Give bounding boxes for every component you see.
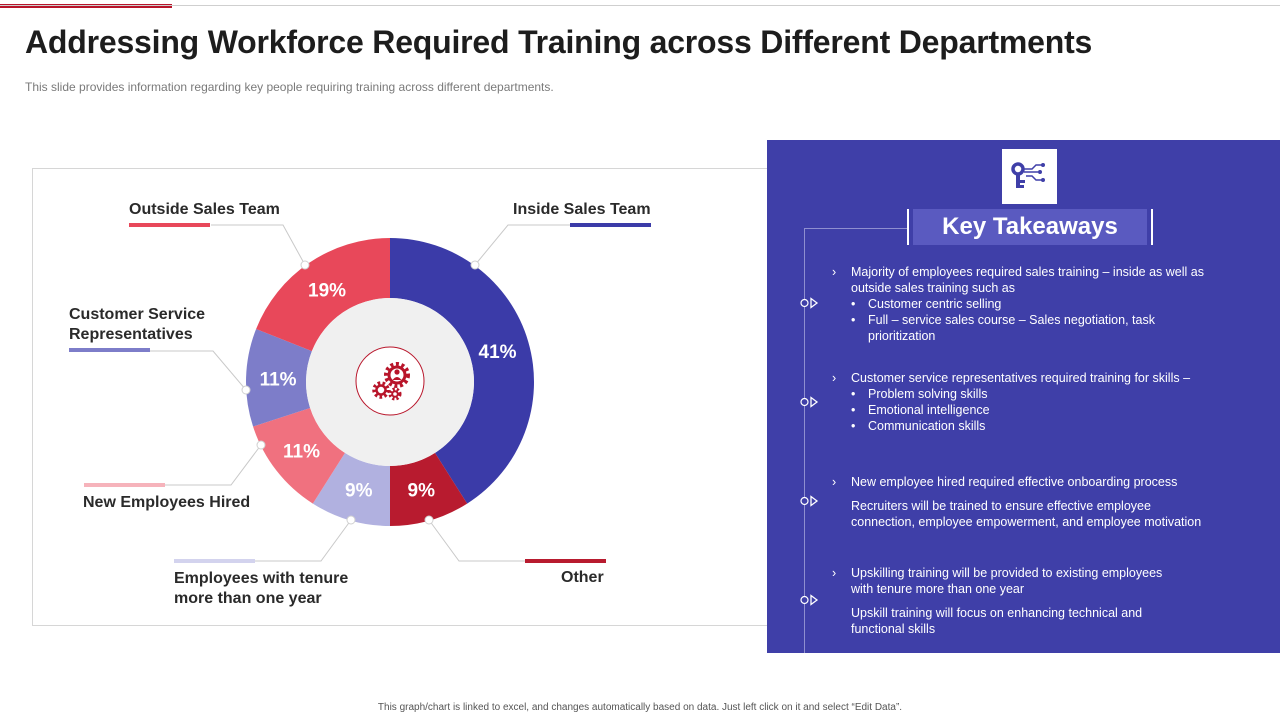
legend-label-inside-sales: Inside Sales Team	[513, 201, 651, 218]
bullet-icon: •	[851, 297, 856, 311]
top-accent-bar	[0, 4, 172, 8]
leader-new-employees	[165, 444, 262, 486]
takeaway-1: › Majority of employees required sales tr…	[832, 264, 1272, 344]
leader-tenure	[255, 519, 352, 562]
donut-slice-1[interactable]	[390, 452, 468, 526]
page-title: Addressing Workforce Required Training a…	[25, 24, 1093, 60]
donut-slice-5[interactable]	[256, 238, 390, 352]
leader-dot-customer-service	[241, 385, 251, 395]
donut-slice-label-4: 11%	[260, 369, 297, 390]
leader-other	[428, 519, 525, 562]
takeaway-2: › Customer service representatives requir…	[832, 370, 1272, 434]
takeaway-1-bullet2: Full – service sales course – Sales nego…	[868, 313, 1155, 327]
timeline-marker-4	[800, 594, 819, 606]
chevron-right-icon: ›	[832, 371, 837, 385]
bullet-icon: •	[851, 387, 856, 401]
takeaway-4-line1: Upskilling training will be provided to …	[851, 566, 1163, 580]
takeaway-4: › Upskilling training will be provided to…	[832, 565, 1272, 637]
chevron-right-icon: ›	[832, 566, 837, 580]
takeaway-4-detail2: functional skills	[851, 622, 936, 636]
takeaway-1-bullet2-cont: prioritization	[868, 329, 936, 343]
donut-slice-0[interactable]	[390, 238, 535, 504]
donut-slice-label-5: 19%	[308, 280, 346, 301]
timeline-marker-2	[800, 396, 819, 408]
bullet-icon: •	[851, 419, 856, 433]
takeaway-2-bullet1: Problem solving skills	[868, 387, 988, 401]
timeline-marker-1	[800, 297, 819, 309]
takeaway-1-line2: outside sales training such as	[851, 281, 1015, 295]
takeaway-3: › New employee hired required effective o…	[832, 474, 1272, 530]
donut-chart-container[interactable]: 41% 9% 9% 11% 11% 19% Outside Sales Team Insi…	[32, 168, 777, 626]
legend-label-other: Other	[561, 569, 604, 586]
bullet-icon: •	[851, 403, 856, 417]
timeline-line	[804, 228, 805, 653]
takeaway-4-line2: with tenure more than one year	[851, 582, 1025, 596]
takeaway-2-bullet2: Emotional intelligence	[868, 403, 990, 417]
legend-label-tenure-line1: Employees with tenure	[174, 570, 349, 587]
takeaway-4-detail1: Upskill training will focus on enhancing…	[851, 606, 1143, 620]
takeaway-3-line1: New employee hired required effective on…	[851, 475, 1178, 489]
chevron-right-icon: ›	[832, 265, 837, 279]
donut-slice-label-0: 41%	[479, 342, 517, 363]
donut-slice-label-2: 9%	[345, 481, 373, 502]
legend-label-customer-service-line2: Representatives	[69, 326, 193, 343]
leader-dot-inside-sales	[470, 260, 480, 270]
takeaway-3-detail2: connection, employee empowerment, and em…	[851, 515, 1202, 529]
legend-label-new-employees: New Employees Hired	[83, 494, 251, 511]
legend-bar-inside-sales	[570, 223, 651, 227]
leader-customer-service	[150, 350, 247, 391]
legend-bar-tenure	[174, 559, 255, 563]
legend-bar-other	[525, 559, 606, 563]
takeaway-1-line1: Majority of employees required sales tra…	[851, 265, 1204, 279]
leader-dot-outside-sales	[300, 260, 310, 270]
key-circuit-icon	[1011, 162, 1045, 188]
chevron-right-icon: ›	[832, 475, 837, 489]
takeaway-3-detail1: Recruiters will be trained to ensure eff…	[851, 499, 1151, 513]
key-circuit-icon-box	[1002, 149, 1057, 204]
leader-outside-sales	[211, 224, 306, 266]
donut-chart[interactable]: 41% 9% 9% 11% 11% 19%	[33, 169, 778, 627]
legend-bar-new-employees	[84, 483, 165, 487]
gears-icon	[355, 346, 425, 416]
donut-slice-3[interactable]	[253, 407, 345, 504]
takeaway-2-bullet3: Communication skills	[868, 419, 986, 433]
timeline-marker-3	[800, 495, 819, 507]
bullet-icon: •	[851, 313, 856, 327]
key-takeaways-panel: Key Takeaways › Majority of employees req…	[767, 140, 1280, 653]
leader-dot-other	[424, 515, 434, 525]
legend-bar-outside-sales	[129, 223, 210, 227]
legend-label-outside-sales: Outside Sales Team	[129, 201, 280, 218]
key-takeaways-heading-frame: Key Takeaways	[907, 209, 1153, 245]
donut-slice-label-1: 9%	[408, 481, 436, 502]
legend-label-tenure-line2: more than one year	[174, 590, 322, 607]
leader-inside-sales	[474, 224, 570, 266]
legend-label-customer-service-line1: Customer Service	[69, 306, 206, 323]
takeaway-1-bullet1: Customer centric selling	[868, 297, 1002, 311]
footer-note: This graph/chart is linked to excel, and…	[377, 702, 903, 713]
donut-slice-2[interactable]	[312, 452, 390, 526]
top-rule	[0, 5, 1280, 6]
donut-slice-label-3: 11%	[283, 442, 320, 463]
donut-slice-4[interactable]	[245, 328, 312, 427]
page-subtitle: This slide provides information regardin…	[25, 80, 554, 94]
timeline-connector	[804, 228, 907, 229]
key-takeaways-heading: Key Takeaways	[913, 209, 1147, 245]
takeaway-2-line1: Customer service representatives require…	[851, 371, 1191, 385]
leader-dot-new-employees	[256, 440, 266, 450]
leader-dot-tenure	[346, 515, 356, 525]
legend-bar-customer-service	[69, 348, 150, 352]
